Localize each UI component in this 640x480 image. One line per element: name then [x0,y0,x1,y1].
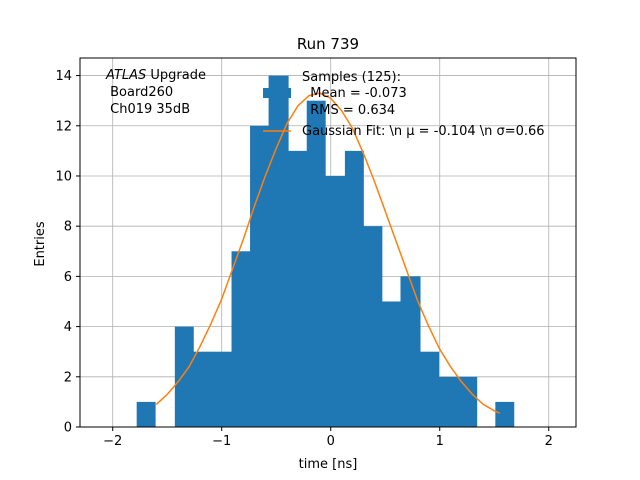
x-tick-label: 1 [436,434,444,449]
y-tick-label: 4 [64,320,72,335]
x-tick-label: −1 [212,434,231,449]
gaussian-fit-curve [155,92,501,414]
histogram-bar [136,401,156,427]
y-tick-label: 8 [64,220,72,235]
legend-entry-mean: Mean = -0.073 [302,86,407,101]
x-tick-label: 0 [327,434,335,449]
legend-entry-samples: Samples (125): [302,70,401,85]
atlas-annotation: ATLAS Upgrade Board260 Ch019 35dB [105,68,206,117]
histogram-bar [211,351,232,427]
histogram-bar [250,125,269,427]
histogram-bar [363,226,383,427]
legend-entry-rms: RMS = 0.634 [302,103,395,118]
fit-line [155,92,501,414]
histogram-bar [268,75,289,428]
histogram-bars [136,75,515,428]
y-tick-label: 6 [64,270,72,285]
histogram-bar [438,376,458,427]
y-tick-label: 12 [55,119,72,134]
x-tick-label: 2 [545,434,553,449]
histogram-bar [457,376,478,427]
annotation-line: ATLAS Upgrade [105,68,206,83]
histogram-bar [400,276,421,427]
annotation-line: Board260 [106,85,173,100]
legend-entry-fit: Gaussian Fit: \n μ = -0.104 \n σ=0.66 [302,124,545,139]
y-axis-label: Entries [33,221,48,267]
y-tick-label: 2 [64,370,72,385]
histogram-bar [495,401,515,427]
histogram-bar [420,351,440,427]
histogram-bar [231,251,251,427]
x-tick-label: −2 [103,434,122,449]
chart-title: Run 739 [297,35,359,53]
histogram-bar [306,100,326,428]
plot-frame [79,57,577,428]
y-tick-label: 10 [55,169,72,184]
annotation-line: Ch019 35dB [106,102,190,117]
y-tick-label: 0 [64,421,72,436]
histogram-bar [381,301,401,427]
histogram-bar [344,150,364,427]
legend: Samples (125): Mean = -0.073 RMS = 0.634… [263,70,545,139]
histogram-bar [193,351,213,427]
y-tick-label: 14 [55,69,72,84]
legend-bar-swatch [263,88,291,98]
histogram-bar [174,326,194,427]
histogram-bar [325,175,346,427]
histogram-bar [288,150,308,427]
x-axis-label: time [ns] [299,457,358,472]
